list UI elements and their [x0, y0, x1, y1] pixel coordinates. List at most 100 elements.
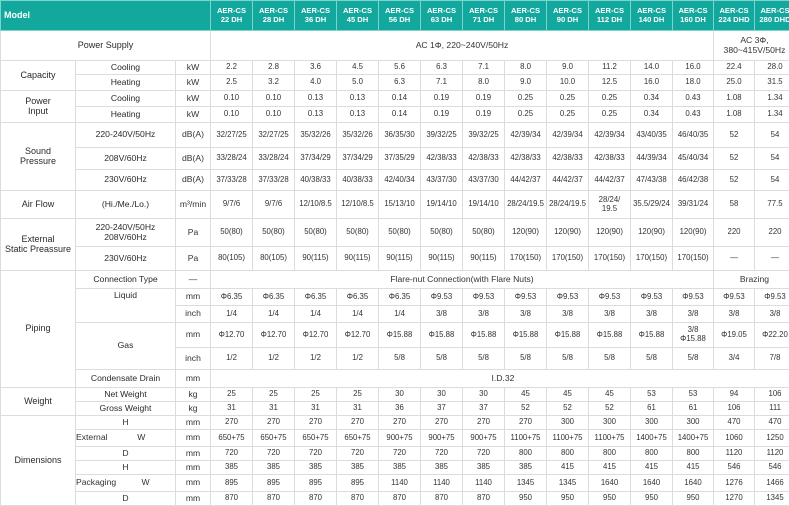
- value-cell: 31: [295, 402, 337, 416]
- value-cell: 42/40/34: [379, 170, 421, 191]
- value-cell: 870: [421, 492, 463, 506]
- value-cell: 16.0: [673, 61, 714, 75]
- unit-cell: dB(A): [176, 170, 211, 191]
- table-row: Air Flow (Hi./Me./Lo.) m³/min 9/7/6 9/7/…: [1, 191, 789, 219]
- value-cell: 31: [211, 402, 253, 416]
- row-label: Net Weight: [76, 388, 176, 402]
- value-cell: 58: [714, 191, 755, 219]
- value-cell: 47/43/38: [631, 170, 673, 191]
- value-cell: 42/38/33: [463, 148, 505, 170]
- value-cell: 19/14/10: [463, 191, 505, 219]
- value-cell: 111: [755, 402, 789, 416]
- value-cell: 37/34/29: [337, 148, 379, 170]
- value-cell: 3/8: [421, 306, 463, 323]
- value-cell: Φ15.88: [505, 323, 547, 348]
- value-cell: 1/4: [253, 306, 295, 323]
- value-cell: 870: [337, 492, 379, 506]
- value-cell: 5.0: [337, 75, 379, 91]
- row-label: Liquid: [76, 289, 176, 323]
- value-cell: 0.43: [673, 91, 714, 107]
- value-cell: 45: [589, 388, 631, 402]
- value-cell: 15/13/10: [379, 191, 421, 219]
- value-cell: Φ9.53: [714, 289, 755, 306]
- value-cell: Φ6.35: [211, 289, 253, 306]
- value-cell: Φ6.35: [253, 289, 295, 306]
- value-cell: 39/31/24: [673, 191, 714, 219]
- value-cell: 50(80): [337, 219, 379, 247]
- value-cell: 270: [253, 416, 295, 430]
- unit-cell: mm: [176, 447, 211, 461]
- table-row: Heating kW 2.5 3.2 4.0 5.0 6.3 7.1 8.0 9…: [1, 75, 789, 91]
- value-cell: Φ12.70: [337, 323, 379, 348]
- value-cell: 800: [547, 447, 589, 461]
- value-cell: 0.14: [379, 107, 421, 123]
- model-header: Model: [1, 1, 211, 31]
- value-cell: 25: [211, 388, 253, 402]
- value-cell: Φ15.88: [421, 323, 463, 348]
- value-cell: 270: [337, 416, 379, 430]
- table-row: D mm 870 870 870 870 870 870 870 950 950…: [1, 492, 789, 506]
- value-cell: 37/35/29: [379, 148, 421, 170]
- value-cell: 415: [673, 461, 714, 475]
- value-cell: 6.3: [421, 61, 463, 75]
- value-cell: 120(90): [547, 219, 589, 247]
- value-cell: 870: [295, 492, 337, 506]
- value-cell: 42/38/33: [505, 148, 547, 170]
- unit-cell: kg: [176, 402, 211, 416]
- value-cell: 12/10/8.5: [295, 191, 337, 219]
- value-cell: 46/40/35: [673, 123, 714, 148]
- power-supply-three-phase: AC 3Φ,380~415V/50Hz: [714, 31, 789, 61]
- value-cell: 31.5: [755, 75, 789, 91]
- value-cell: 470: [714, 416, 755, 430]
- value-cell: 5.6: [379, 61, 421, 75]
- table-row: Condensate Drain mm I.D.32: [1, 370, 789, 388]
- value-cell: 4.0: [295, 75, 337, 91]
- value-cell: 0.25: [589, 91, 631, 107]
- value-cell: 0.19: [463, 107, 505, 123]
- value-cell: 39/32/25: [421, 123, 463, 148]
- table-row: Weight Net Weight kg 25 25 25 25 30 30 3…: [1, 388, 789, 402]
- value-cell: 37/33/28: [253, 170, 295, 191]
- value-cell: 1345: [755, 492, 789, 506]
- value-cell: Φ15.88: [379, 323, 421, 348]
- value-cell: 32/27/25: [211, 123, 253, 148]
- value-cell: 220: [755, 219, 789, 247]
- value-cell: 0.25: [505, 91, 547, 107]
- value-cell: 5/8: [505, 348, 547, 370]
- value-cell: 0.13: [295, 91, 337, 107]
- table-row: D mm 720 720 720 720 720 720 720 800 800…: [1, 447, 789, 461]
- value-cell: 35/32/26: [295, 123, 337, 148]
- value-cell: Φ15.88: [631, 323, 673, 348]
- unit-cell: kW: [176, 61, 211, 75]
- value-cell: 270: [463, 416, 505, 430]
- value-cell: 720: [463, 447, 505, 461]
- value-cell: 8.0: [463, 75, 505, 91]
- unit-cell: kW: [176, 107, 211, 123]
- row-label: 220-240V/50Hz: [76, 123, 176, 148]
- value-cell: 0.13: [337, 107, 379, 123]
- value-cell: 0.19: [421, 107, 463, 123]
- value-cell: 42/39/34: [547, 123, 589, 148]
- value-cell: 385: [505, 461, 547, 475]
- flare-nut-connection: Flare-nut Connection(with Flare Nuts): [211, 271, 714, 289]
- condensate-drain-value: I.D.32: [211, 370, 789, 388]
- value-cell: Φ9.53: [421, 289, 463, 306]
- value-cell: 54: [755, 170, 789, 191]
- value-cell: 3.6: [295, 61, 337, 75]
- table-row: Dimensions H mm 270 270 270 270 270 270 …: [1, 416, 789, 430]
- value-cell: 0.10: [211, 91, 253, 107]
- value-cell: 43/37/30: [463, 170, 505, 191]
- value-cell: 45: [547, 388, 589, 402]
- value-cell: 720: [253, 447, 295, 461]
- value-cell: 53: [631, 388, 673, 402]
- value-cell: 870: [211, 492, 253, 506]
- value-cell: 3/8: [631, 306, 673, 323]
- value-cell: 0.10: [211, 107, 253, 123]
- value-cell: 170(150): [673, 247, 714, 271]
